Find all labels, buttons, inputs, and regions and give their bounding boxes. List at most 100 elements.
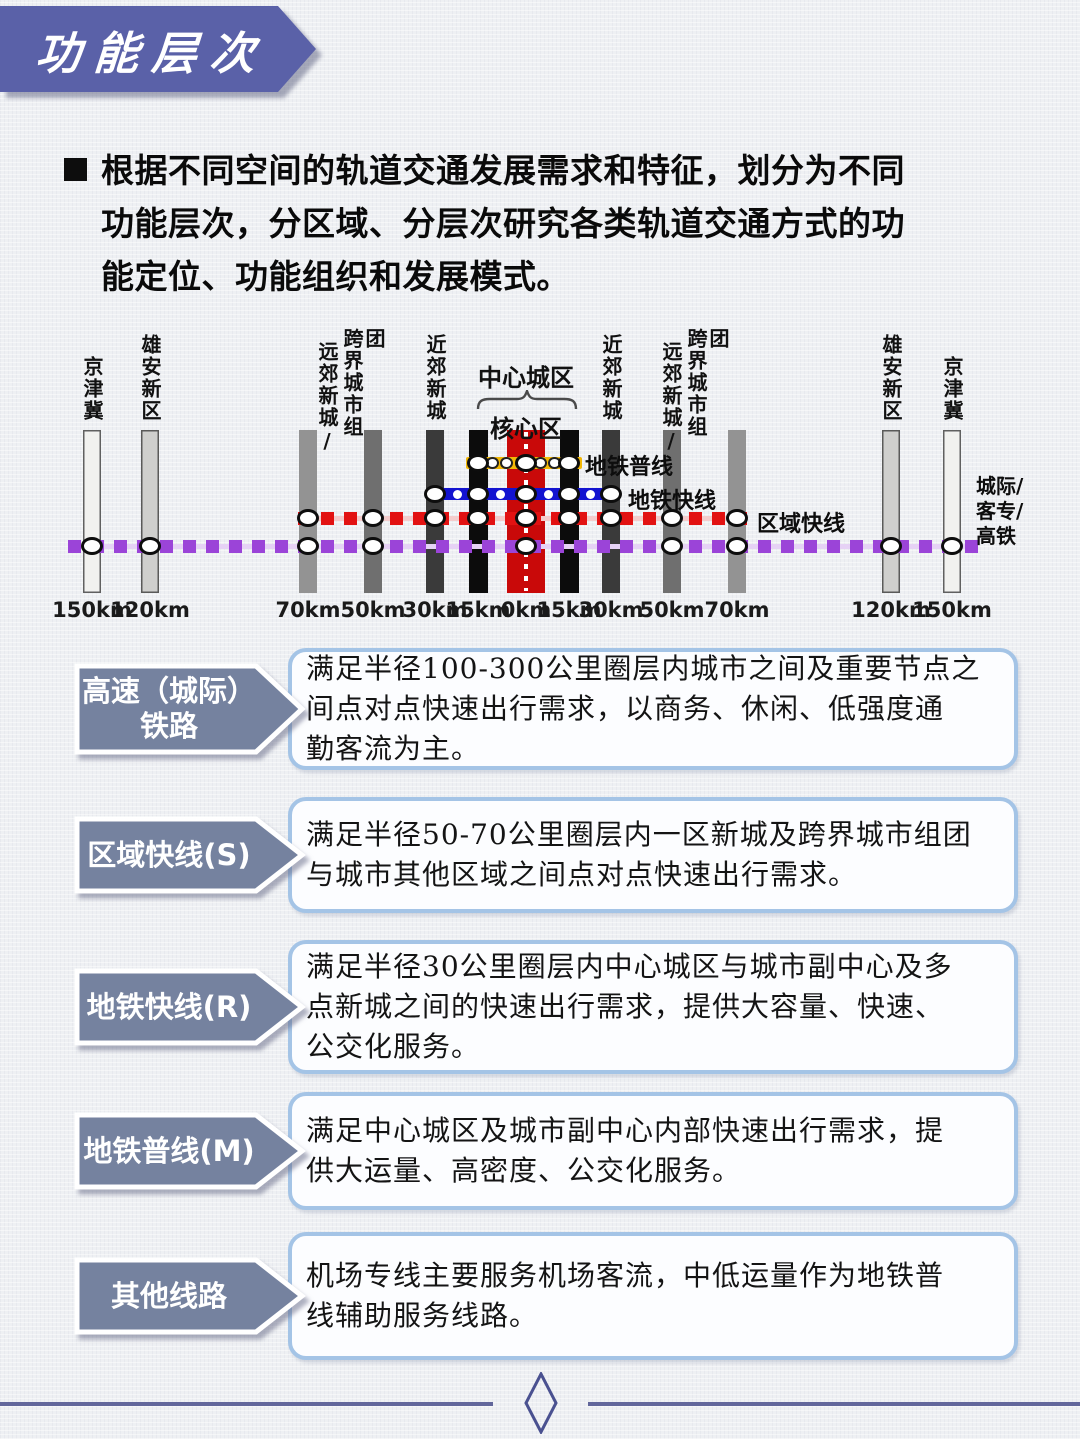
- distance-label-1: 120km: [110, 598, 190, 622]
- minor-stop-metro-express-3: [585, 489, 595, 499]
- legend-arrow-label-line-0: 高速（城际）: [81, 674, 256, 708]
- zone-label-col-0: 雄安新区: [879, 334, 903, 422]
- diagram: 150km 京津冀 120km 雄安新区 70km 远郊新城/跨界城市组团 50km 30km…: [0, 328, 1080, 628]
- intro-line-1: 根据不同空间的轨道交通发展需求和特征，划分为不同: [101, 151, 905, 190]
- rail-line-label-intercity-hsr: 城际/客专/高铁: [976, 474, 1023, 549]
- station-marker-regional-express-1: [362, 509, 384, 527]
- intro-paragraph: 根据不同空间的轨道交通发展需求和特征，划分为不同 功能层次，分区域、分层次研究各类…: [64, 144, 1014, 303]
- center-city-label: 中心城区: [478, 364, 574, 392]
- legend-row-hsr-intercity-rail: 满足半径100-300公里圈层内城市之间及重要节点之 间点对点快速出行需求，以商务…: [0, 648, 1080, 770]
- legend-arrow-regional-express: 区域快线(S): [74, 815, 306, 895]
- distance-label-2: 70km: [275, 598, 341, 622]
- station-marker-regional-express-7: [661, 509, 683, 527]
- zone-label-8: 近郊新城: [599, 328, 623, 422]
- description-box-metro-express: 满足半径30公里圈层内中心城区与城市副中心及多 点新城之间的快速出行需求，提供大容…: [288, 940, 1018, 1074]
- legend-arrow-label-line-0: 其他线路: [110, 1278, 227, 1313]
- legend-arrow-metro-local: 地铁普线(M): [74, 1111, 306, 1191]
- distance-label-11: 120km: [851, 598, 931, 622]
- description-line-0: 满足半径100-300公里圈层内城市之间及重要节点之: [306, 652, 981, 685]
- station-marker-intercity-hsr-4: [515, 537, 537, 555]
- description-line-2: 公交化服务。: [306, 1030, 481, 1063]
- description-line-0: 满足半径50-70公里圈层内一区新城及跨界城市组团: [306, 818, 972, 851]
- distance-bar-12: [943, 430, 961, 593]
- rail-line-label-metro-express: 地铁快线: [628, 489, 717, 514]
- minor-stop-metro-express-1: [495, 489, 505, 499]
- legend-arrow-label-line-0: 区域快线(S): [87, 837, 251, 872]
- legend-arrow-other-lines: 其他线路: [74, 1256, 306, 1336]
- station-marker-metro-local-1: [515, 454, 537, 472]
- zone-label-col-0: 京津冀: [80, 356, 104, 422]
- legend-arrow-hsr-intercity-rail: 高速（城际） 铁路: [74, 662, 306, 756]
- station-marker-metro-express-0: [424, 485, 446, 503]
- distance-label-6: 0km: [500, 598, 552, 622]
- station-marker-metro-express-1: [467, 485, 489, 503]
- description-line-1: 线辅助服务线路。: [306, 1299, 539, 1332]
- minor-stop-metro-express-2: [543, 489, 553, 499]
- distance-bar-11: [882, 430, 900, 593]
- legend-arrow-label-metro-express: 地铁快线(R): [74, 967, 264, 1047]
- rail-line-label-regional-express: 区域快线: [757, 512, 846, 537]
- distance-label-10: 70km: [704, 598, 770, 622]
- distance-label-0: 150km: [52, 598, 132, 622]
- zone-label-col-0: 京津冀: [940, 356, 964, 422]
- legend-arrow-label-line-0: 地铁快线(R): [86, 989, 252, 1024]
- legend-row-other-lines: 机场专线主要服务机场客流，中低运量作为地铁普 线辅助服务线路。 其他线路: [0, 1232, 1080, 1360]
- description-line-1: 点新城之间的快速出行需求，提供大容量、快速、: [306, 990, 945, 1023]
- core-area-label: 核心区: [490, 415, 562, 443]
- station-marker-metro-express-2: [515, 485, 537, 503]
- description-line-1: 供大运量、高密度、公交化服务。: [306, 1154, 742, 1187]
- zone-label-col-1: 跨界城市组团: [340, 328, 386, 438]
- station-marker-metro-local-2: [558, 454, 580, 472]
- station-marker-regional-express-8: [726, 509, 748, 527]
- footer-divider-right: [588, 1402, 1080, 1406]
- brace-icon: [476, 387, 578, 414]
- distance-label-5: 15km: [445, 598, 511, 622]
- station-marker-regional-express-0: [297, 509, 319, 527]
- legend-arrow-label-line-1: 铁路: [139, 709, 198, 743]
- description-line-0: 满足半径30公里圈层内中心城区与城市副中心及多: [306, 950, 953, 983]
- rail-label-line-2: 高铁: [976, 524, 1016, 548]
- distance-bar-0: [83, 430, 101, 593]
- zone-label-col-0: 近郊新城: [599, 334, 623, 422]
- description-line-0: 机场专线主要服务机场客流，中低运量作为地铁普: [306, 1259, 945, 1292]
- station-marker-regional-express-2: [424, 509, 446, 527]
- station-marker-regional-express-4: [515, 509, 537, 527]
- diamond-icon: [524, 1370, 558, 1438]
- zone-label-11: 雄安新区: [879, 328, 903, 422]
- station-marker-intercity-hsr-3: [362, 537, 384, 555]
- legend-arrow-label-other-lines: 其他线路: [74, 1256, 264, 1336]
- station-marker-intercity-hsr-6: [726, 537, 748, 555]
- distance-bar-1: [141, 430, 159, 593]
- rail-label-line-0: 城际/: [976, 474, 1024, 498]
- minor-stop-metro-local-1: [499, 457, 513, 469]
- zone-label-col-0: 远郊新城/: [315, 341, 339, 455]
- zone-label-10: 远郊新城/跨界城市组团: [659, 328, 730, 455]
- station-marker-intercity-hsr-7: [880, 537, 902, 555]
- zone-label-col-1: 跨界城市组团: [684, 328, 730, 438]
- zone-label-col-0: 雄安新区: [138, 334, 162, 422]
- zone-label-12: 京津冀: [940, 328, 964, 422]
- rail-line-label-metro-local: 地铁普线: [585, 455, 674, 480]
- rail-label-line-1: 客专/: [976, 499, 1024, 523]
- legend-row-metro-express: 满足半径30公里圈层内中心城区与城市副中心及多 点新城之间的快速出行需求，提供大容…: [0, 940, 1080, 1074]
- distance-label-9: 50km: [639, 598, 705, 622]
- description-box-metro-local: 满足中心城区及城市副中心内部快速出行需求，提 供大运量、高密度、公交化服务。: [288, 1092, 1018, 1210]
- description-line-1: 与城市其他区域之间点对点快速出行需求。: [306, 858, 858, 891]
- zone-label-2: 远郊新城/跨界城市组团: [315, 328, 386, 455]
- intro-lines: 根据不同空间的轨道交通发展需求和特征，划分为不同 功能层次，分区域、分层次研究各类…: [101, 144, 1014, 303]
- legend-arrow-label-metro-local: 地铁普线(M): [74, 1111, 264, 1191]
- intro-line-3: 能定位、功能组织和发展模式。: [101, 257, 570, 296]
- zone-label-0: 京津冀: [80, 328, 104, 422]
- station-marker-intercity-hsr-2: [297, 537, 319, 555]
- minor-stop-metro-express-0: [452, 489, 462, 499]
- station-marker-regional-express-5: [558, 509, 580, 527]
- station-marker-regional-express-3: [467, 509, 489, 527]
- station-marker-regional-express-6: [600, 509, 622, 527]
- description-line-0: 满足中心城区及城市副中心内部快速出行需求，提: [306, 1114, 945, 1147]
- bullet-square-icon: [64, 158, 87, 181]
- intro-line-2: 功能层次，分区域、分层次研究各类轨道交通方式的功: [101, 204, 905, 243]
- station-marker-intercity-hsr-0: [81, 537, 103, 555]
- header-banner: 功能层次: [0, 6, 316, 92]
- page-title: 功能层次: [33, 26, 270, 80]
